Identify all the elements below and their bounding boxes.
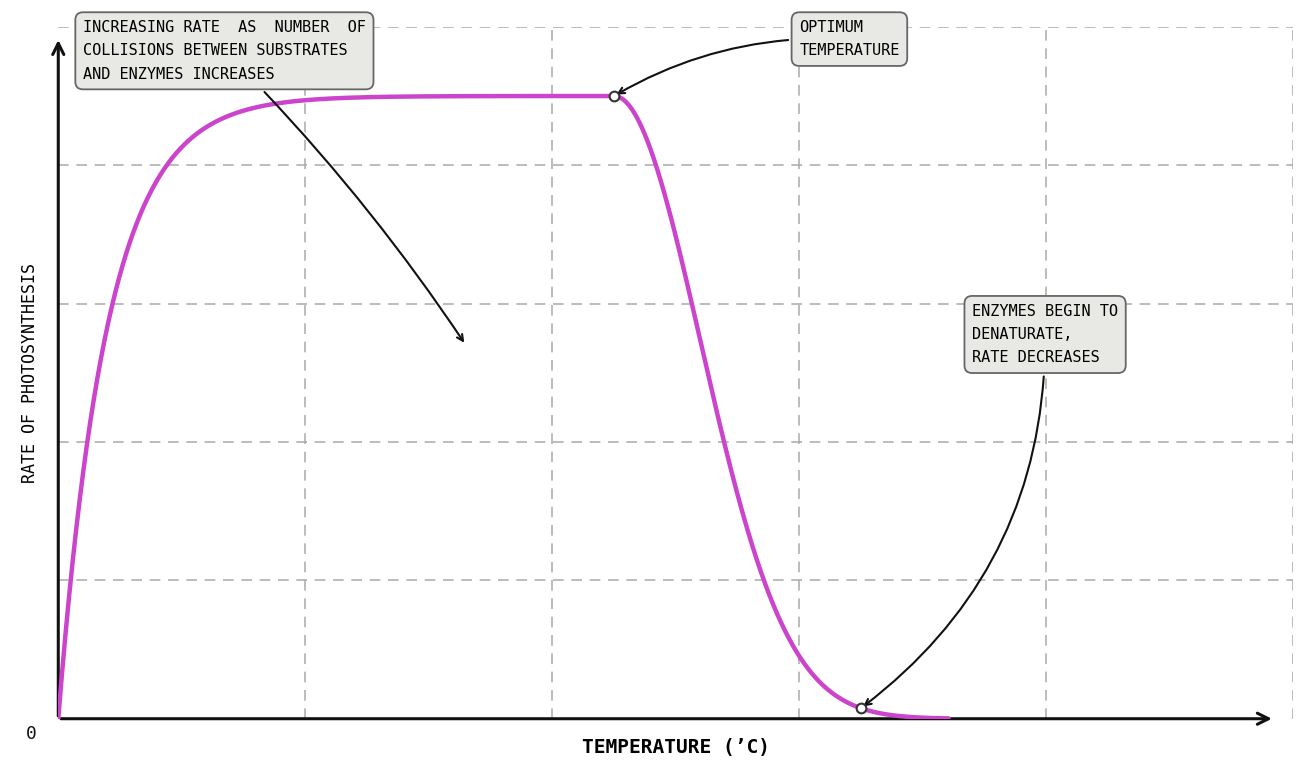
X-axis label: TEMPERATURE (ʼC): TEMPERATURE (ʼC): [582, 738, 770, 757]
Text: OPTIMUM
TEMPERATURE: OPTIMUM TEMPERATURE: [619, 20, 900, 93]
Text: 0: 0: [26, 725, 37, 743]
Text: INCREASING RATE  AS  NUMBER  OF
COLLISIONS BETWEEN SUBSTRATES
AND ENZYMES INCREA: INCREASING RATE AS NUMBER OF COLLISIONS …: [83, 20, 463, 341]
Text: ENZYMES BEGIN TO
DENATURATE,
RATE DECREASES: ENZYMES BEGIN TO DENATURATE, RATE DECREA…: [865, 303, 1118, 705]
Y-axis label: RATE OF PHOTOSYNTHESIS: RATE OF PHOTOSYNTHESIS: [21, 263, 39, 483]
